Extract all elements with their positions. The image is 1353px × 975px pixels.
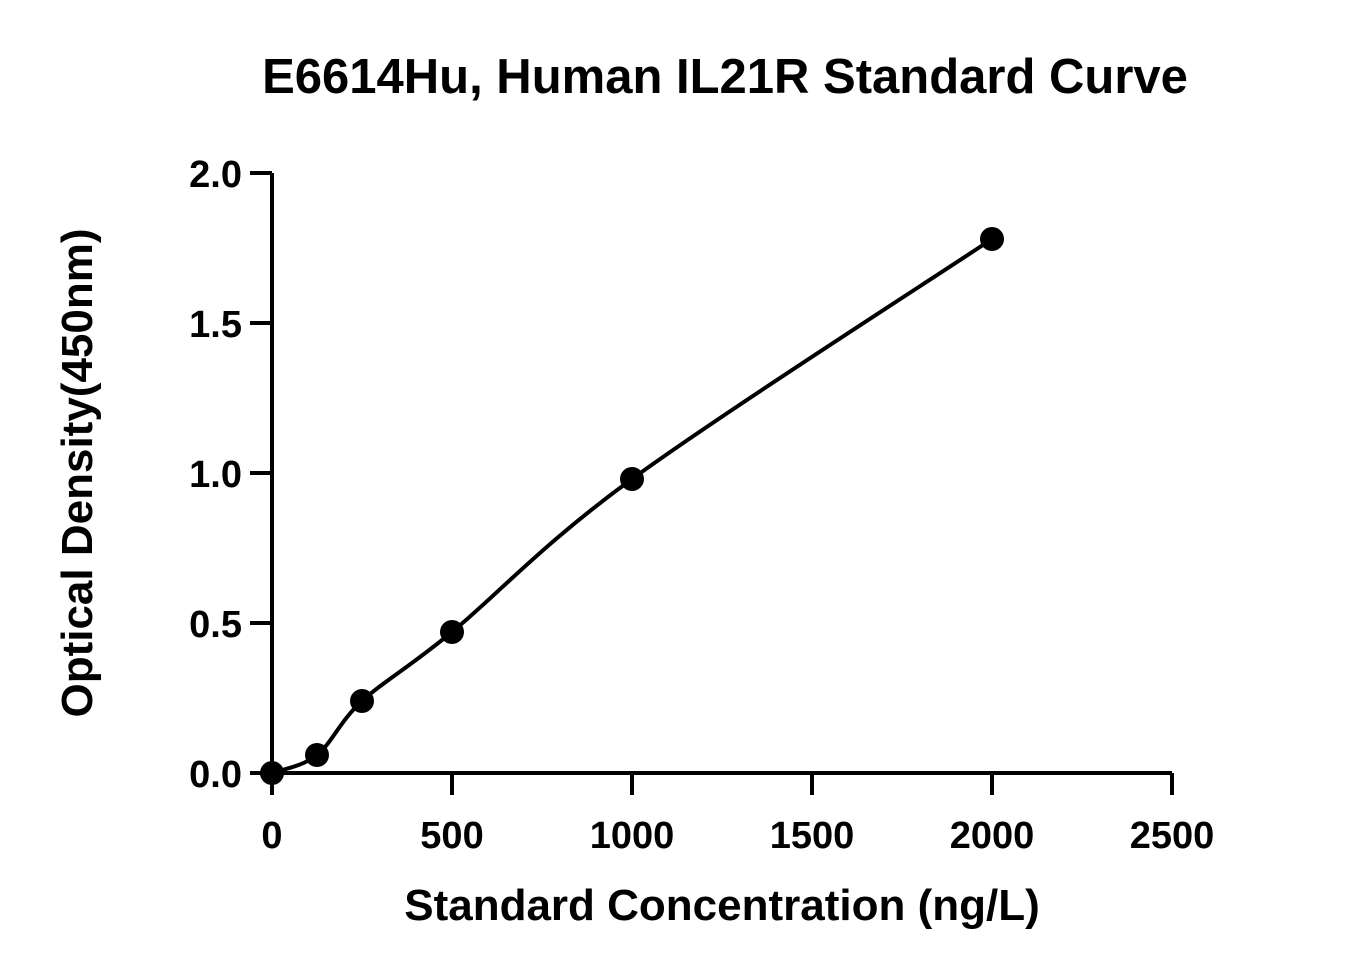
x-axis-label: Standard Concentration (ng/L) [404, 881, 1040, 930]
y-tick-label: 1.0 [189, 454, 242, 496]
x-axis-ticks: 0 500 1000 1500 2000 2500 [261, 773, 1214, 857]
y-tick-label: 2.0 [189, 154, 242, 196]
fit-curve [271, 237, 994, 775]
x-tick-label: 2500 [1130, 815, 1215, 857]
x-tick-label: 2000 [950, 815, 1035, 857]
data-point [305, 743, 329, 767]
data-point [980, 227, 1004, 251]
y-tick-label: 1.5 [189, 304, 242, 346]
data-point [260, 761, 284, 785]
x-tick-label: 500 [420, 815, 483, 857]
data-point [440, 620, 464, 644]
chart-title: E6614Hu, Human IL21R Standard Curve [262, 50, 1188, 104]
x-tick-label: 0 [261, 815, 282, 857]
axes [270, 173, 1172, 775]
data-points [260, 227, 1004, 785]
x-tick-label: 1000 [590, 815, 675, 857]
data-point [350, 689, 374, 713]
y-axis-label: Optical Density(450nm) [53, 228, 102, 717]
y-tick-label: 0.0 [189, 754, 242, 796]
y-tick-label: 0.5 [189, 604, 242, 646]
data-point [620, 467, 644, 491]
y-axis-ticks: 0.0 0.5 1.0 1.5 2.0 [189, 154, 272, 796]
x-tick-label: 1500 [770, 815, 855, 857]
